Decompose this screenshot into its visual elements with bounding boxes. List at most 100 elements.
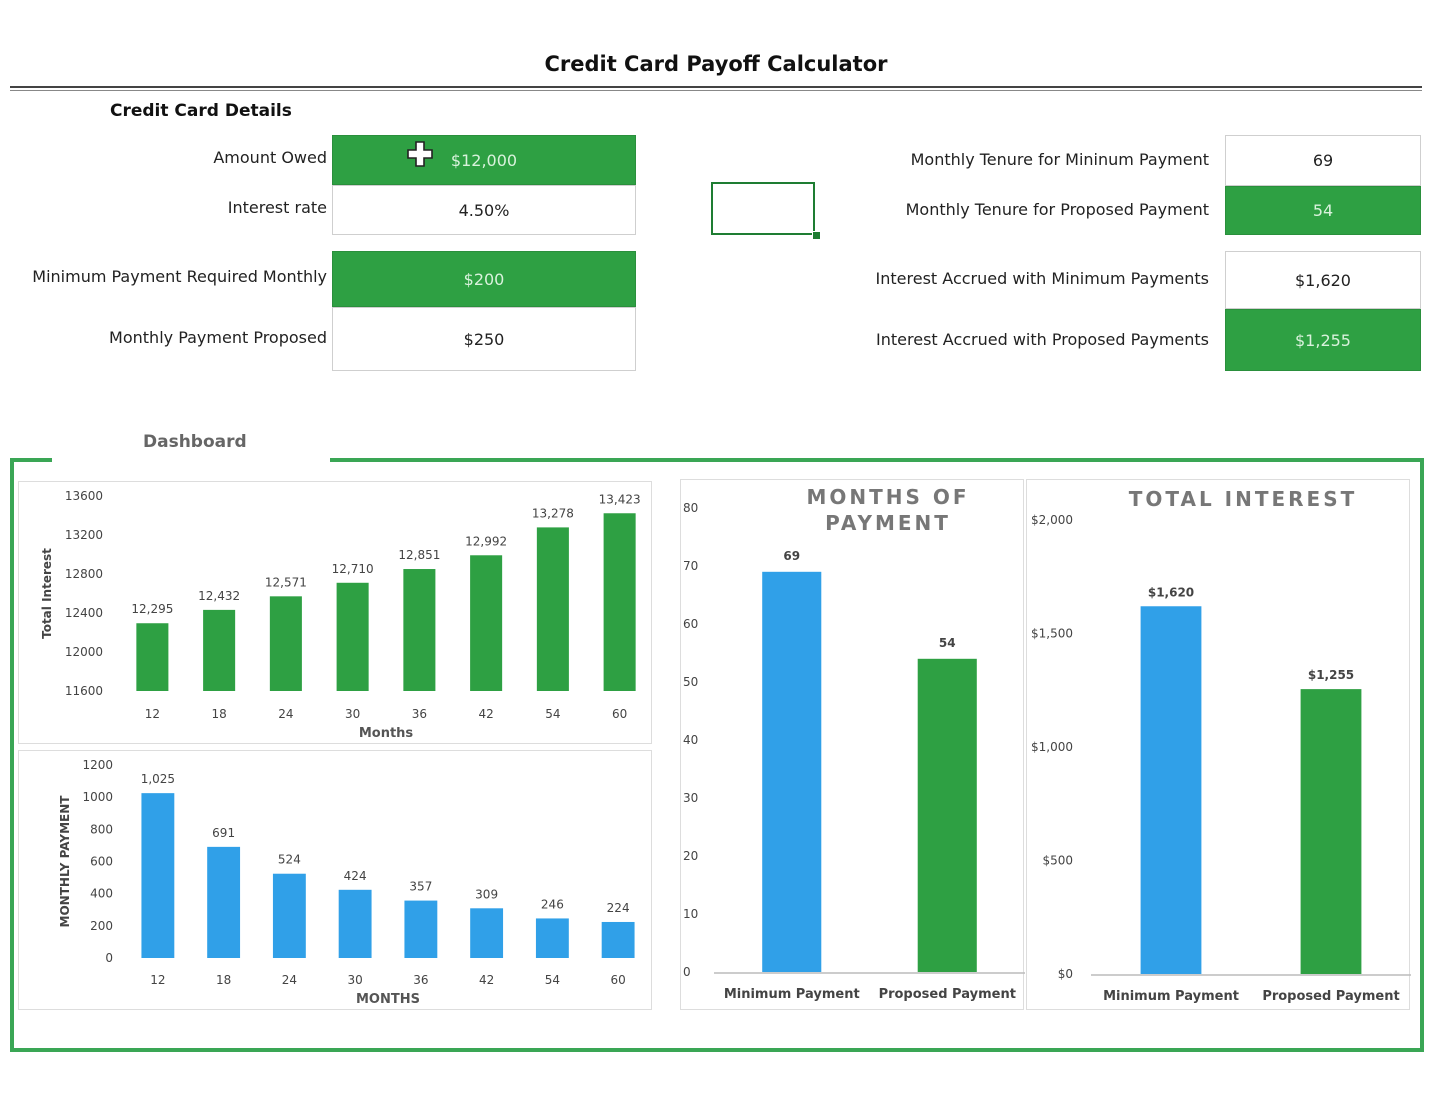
data-label: 12,992	[465, 534, 507, 548]
interest-proposed-cell[interactable]: $1,255	[1225, 309, 1421, 371]
y-tick-label: $500	[1042, 854, 1073, 868]
interest-min-label: Interest Accrued with Minimum Payments	[875, 269, 1209, 288]
y-tick-label: 200	[90, 919, 113, 933]
fill-handle[interactable]	[812, 231, 821, 240]
y-tick-label: 400	[90, 887, 113, 901]
data-label: 54	[939, 636, 956, 650]
x-tick-label: 36	[412, 707, 427, 721]
chart-months-of-payment: 0 10 20 30 40 50 60 70 80 69 Minimum Payment 54 Prop…	[680, 479, 1025, 1010]
y-tick-label: 13600	[65, 489, 103, 503]
y-tick-label: 1000	[82, 790, 113, 804]
y-tick-label: $1,500	[1031, 627, 1073, 641]
data-label: 12,710	[332, 562, 374, 576]
tenure-min-cell[interactable]: 69	[1225, 135, 1421, 186]
chart-monthly-payment-svg: 0 200 400 600 800 1000 1200 1,025 12 691 18 524 24 42…	[58, 758, 635, 1007]
x-tick-label: Minimum Payment	[724, 987, 860, 1002]
interest-proposed-label: Interest Accrued with Proposed Payments	[876, 330, 1209, 349]
bar	[535, 918, 569, 958]
data-label: 12,432	[198, 589, 240, 603]
y-tick-label: 30	[683, 791, 698, 805]
bar	[536, 527, 569, 691]
x-tick-label: 12	[150, 973, 165, 987]
x-tick-label: 60	[610, 973, 625, 987]
tenure-proposed-cell[interactable]: 54	[1225, 186, 1421, 235]
bar	[917, 658, 977, 972]
tenure-min-label: Monthly Tenure for Mininum Payment	[910, 150, 1209, 169]
chart-total-interest-compare-svg: $0 $500 $1,000 $1,500 $2,000 $1,620 Minimum Pa…	[1031, 487, 1411, 1004]
x-tick-label: Minimum Payment	[1103, 989, 1239, 1004]
y-tick-label: 600	[90, 855, 113, 869]
bar	[203, 609, 236, 691]
chart-title: PAYMENT	[825, 511, 951, 535]
title-divider	[10, 86, 1422, 88]
data-label: 12,571	[265, 575, 307, 589]
interest-min-cell[interactable]: $1,620	[1225, 251, 1421, 309]
proposed-payment-label: Monthly Payment Proposed	[109, 328, 327, 347]
proposed-payment-cell[interactable]: $250	[332, 307, 636, 371]
bar	[141, 793, 175, 958]
bar	[1140, 606, 1202, 974]
x-tick-label: 12	[145, 707, 160, 721]
bar	[272, 873, 306, 958]
y-tick-label: $1,000	[1031, 740, 1073, 754]
amount-owed-label: Amount Owed	[213, 148, 327, 167]
y-tick-label: 50	[683, 675, 698, 689]
data-label: 524	[278, 853, 301, 867]
credit-card-details-heading: Credit Card Details	[110, 101, 292, 121]
data-label: 246	[541, 897, 564, 911]
y-tick-label: 800	[90, 822, 113, 836]
data-label: 424	[344, 869, 367, 883]
dashboard-label: Dashboard	[143, 432, 247, 452]
dashboard-frame	[10, 458, 1424, 1052]
bar	[762, 571, 822, 972]
x-tick-label: 24	[278, 707, 293, 721]
page-title: Credit Card Payoff Calculator	[544, 52, 888, 76]
data-label: $1,255	[1308, 668, 1354, 682]
y-tick-label: 12400	[65, 606, 103, 620]
y-axis-title: MONTHLY PAYMENT	[58, 795, 72, 928]
selected-cell[interactable]	[711, 182, 815, 235]
bar	[601, 921, 635, 958]
x-tick-label: Proposed Payment	[1262, 989, 1399, 1004]
y-tick-label: 80	[683, 501, 698, 515]
data-label: 13,423	[599, 492, 641, 506]
y-tick-label: $0	[1058, 967, 1073, 981]
data-label: 12,851	[398, 548, 440, 562]
data-label: 69	[783, 549, 800, 563]
y-tick-label: 11600	[65, 684, 103, 698]
chart-title: MONTHS OF	[806, 485, 969, 509]
bar	[470, 555, 503, 691]
x-tick-label: 18	[211, 707, 226, 721]
chart-total-interest-svg: 11600 12000 12400 12800 13200 13600 12,295 12 12…	[40, 489, 641, 741]
chart-months-of-payment-svg: 0 10 20 30 40 50 60 70 80 69 Minimum Payment 54 Prop…	[683, 485, 1025, 1002]
y-tick-label: 70	[683, 559, 698, 573]
cell-cursor-icon	[407, 141, 433, 167]
chart-total-interest-compare: $0 $500 $1,000 $1,500 $2,000 $1,620 Minimum Pa…	[1026, 479, 1411, 1010]
bar	[470, 908, 504, 958]
x-tick-label: 30	[345, 707, 360, 721]
x-tick-label: 36	[413, 973, 428, 987]
x-tick-label: Proposed Payment	[879, 987, 1016, 1002]
interest-rate-label: Interest rate	[227, 198, 327, 217]
y-tick-label: 13200	[65, 528, 103, 542]
amount-owed-cell[interactable]: $12,000	[332, 135, 636, 185]
x-axis-title: Months	[359, 726, 414, 741]
data-label: 13,278	[532, 506, 574, 520]
bar	[207, 846, 241, 958]
bar	[1300, 689, 1362, 974]
bar	[269, 596, 302, 691]
x-tick-label: 60	[612, 707, 627, 721]
title-divider-thin	[10, 90, 1422, 91]
interest-rate-cell[interactable]: 4.50%	[332, 185, 636, 235]
x-tick-label: 54	[545, 707, 560, 721]
y-tick-label: 20	[683, 849, 698, 863]
bar	[136, 623, 169, 691]
x-tick-label: 24	[282, 973, 297, 987]
data-label: $1,620	[1148, 585, 1194, 599]
x-tick-label: 30	[347, 973, 362, 987]
min-payment-cell[interactable]: $200	[332, 251, 636, 307]
x-tick-label: 42	[478, 707, 493, 721]
data-label: 224	[607, 901, 630, 915]
x-tick-label: 18	[216, 973, 231, 987]
tenure-proposed-label: Monthly Tenure for Proposed Payment	[905, 200, 1209, 219]
